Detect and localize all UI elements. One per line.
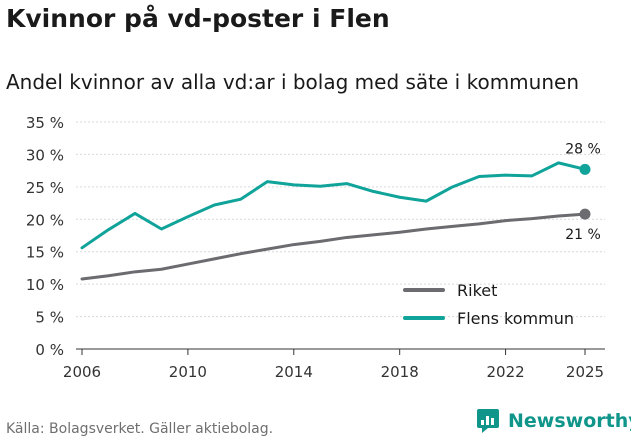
series-lines: [80, 161, 591, 281]
y-tick-label: 5 %: [35, 309, 64, 327]
newsworthy-logo-icon: [477, 409, 499, 433]
gridlines: [76, 121, 605, 350]
series-line-riket: [80, 212, 587, 281]
x-tick-label: 2010: [169, 363, 207, 381]
brand-name: Newsworthy: [508, 410, 631, 432]
y-axis-ticks: 0 % 5 % 10 % 15 % 20 % 25 % 30 % 35 %: [26, 114, 64, 359]
legend-label: Flens kommun: [457, 309, 574, 328]
x-tick-label: 2014: [275, 363, 313, 381]
x-tick-label: 2025: [566, 363, 604, 381]
legend: Riket Flens kommun: [403, 281, 574, 328]
series-line-flens-kommun: [80, 161, 587, 250]
y-tick-label: 30 %: [26, 146, 64, 164]
y-tick-label: 10 %: [26, 276, 64, 294]
y-tick-label: 20 %: [26, 211, 64, 229]
brand-logo[interactable]: Newsworthy: [476, 408, 631, 434]
source-note: Källa: Bolagsverket. Gäller aktiebolag.: [6, 421, 274, 437]
y-tick-label: 0 %: [35, 341, 64, 359]
chart-subtitle: Andel kvinnor av alla vd:ar i bolag med …: [6, 70, 579, 94]
y-tick-label: 15 %: [26, 244, 64, 262]
y-tick-label: 25 %: [26, 179, 64, 197]
x-tick-label: 2018: [381, 363, 419, 381]
page-title: Kvinnor på vd-poster i Flen: [6, 4, 390, 33]
y-tick-label: 35 %: [26, 114, 64, 132]
end-labels: 21 % 28 %: [565, 141, 601, 243]
x-tick-label: 2022: [486, 363, 524, 381]
x-axis-ticks: 2006 2010 2014 2018 2022 2025: [63, 349, 604, 381]
end-value-label: 28 %: [565, 141, 601, 157]
x-tick-label: 2006: [63, 363, 101, 381]
end-value-label: 21 %: [565, 227, 601, 243]
end-point-marker: [579, 208, 591, 220]
legend-label: Riket: [457, 281, 497, 300]
end-point-marker: [579, 163, 591, 175]
